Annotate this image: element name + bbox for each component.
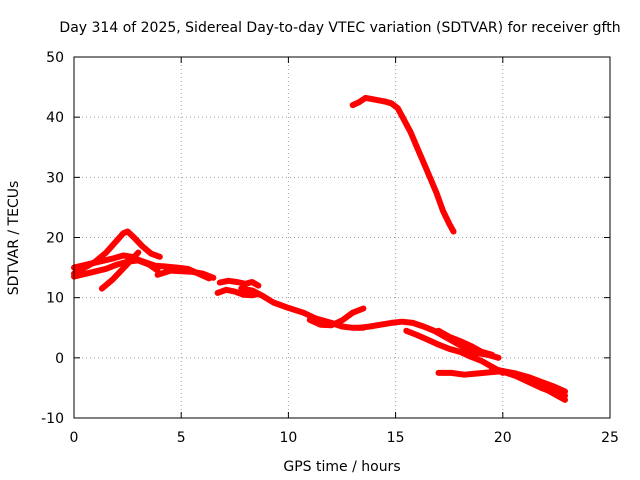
y-axis-label: SDTVAR / TECUs — [6, 181, 22, 296]
grid-lines — [74, 57, 610, 418]
y-tick-labels: -10 0 10 20 30 40 50 — [41, 50, 64, 427]
y-tick-label: 50 — [46, 50, 64, 66]
y-tick-label: 0 — [55, 351, 64, 367]
series-line-trace-d — [98, 249, 142, 292]
y-tick-label: 20 — [46, 231, 64, 247]
y-tick-label: 10 — [46, 291, 64, 307]
y-tick-label: 40 — [46, 110, 64, 126]
series-line-trace-j — [356, 318, 502, 361]
series-line-trace-c — [71, 257, 161, 280]
series-line-trace-l — [435, 327, 496, 358]
x-tick-label: 25 — [601, 430, 619, 446]
x-tick-label: 0 — [70, 430, 79, 446]
x-tick-label: 10 — [279, 430, 297, 446]
x-tick-label: 5 — [177, 430, 186, 446]
x-tick-label: 15 — [387, 430, 405, 446]
series-line-trace-g — [214, 286, 262, 299]
chart-title: Day 314 of 2025, Sidereal Day-to-day VTE… — [59, 20, 620, 36]
series-line-trace-f — [216, 277, 262, 289]
series-line-trace-h — [238, 285, 367, 331]
y-tick-label: 30 — [46, 170, 64, 186]
series-line-trace-k — [403, 327, 506, 376]
series-line-trace-o — [499, 368, 568, 399]
x-tick-label: 20 — [494, 430, 512, 446]
series-line-trace-i — [306, 305, 367, 329]
axis-ticks — [73, 56, 611, 419]
x-tick-labels: 0 5 10 15 20 25 — [70, 430, 619, 446]
data-series — [71, 94, 568, 403]
x-axis-label: GPS time / hours — [283, 459, 400, 475]
series-line-trace-p — [349, 94, 457, 235]
y-tick-label: -10 — [41, 411, 64, 427]
series-line-trace-e — [154, 267, 217, 281]
